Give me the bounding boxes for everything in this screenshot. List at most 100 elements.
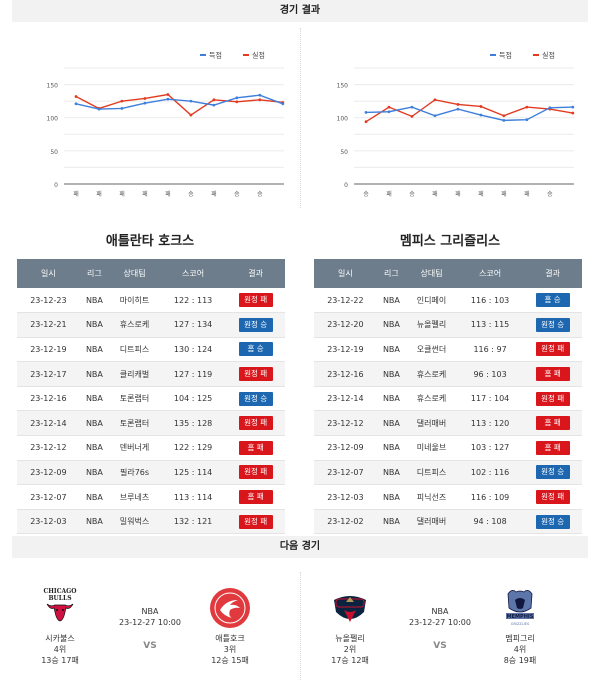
col-date: 일시 — [314, 259, 377, 288]
cell-score: 135 : 128 — [159, 410, 227, 437]
svg-text:150: 150 — [337, 83, 349, 90]
cell-league: NBA — [376, 509, 407, 535]
svg-text:승: 승 — [234, 191, 240, 198]
table-row: 23-12-07 NBA 디트피스 102 : 116 원정 승 — [314, 460, 582, 486]
table-row: 23-12-20 NBA 뉴올펠리 113 : 115 원정 승 — [314, 312, 582, 338]
cell-result: 원정 승 — [523, 509, 582, 535]
home-team: CHICAGO BULLS 시카불스 4위 13승 17패 — [20, 586, 100, 666]
table-row: 23-12-09 NBA 필라76s 125 : 114 원정 패 — [17, 460, 285, 486]
cell-opponent: 휴스로케 — [109, 312, 160, 338]
table-row: 23-12-22 NBA 인디페이 116 : 103 홈 승 — [314, 288, 582, 314]
cell-league: NBA — [79, 337, 110, 363]
new-orleans-pelicans-logo-icon — [328, 586, 372, 630]
cell-date: 23-12-16 — [314, 361, 377, 387]
svg-text:승: 승 — [547, 191, 553, 198]
cell-league: NBA — [376, 312, 407, 338]
table-row: 23-12-21 NBA 휴스로케 127 : 134 원정 승 — [17, 312, 285, 338]
svg-text:패: 패 — [455, 190, 461, 198]
col-score: 스코어 — [159, 259, 227, 288]
atlanta-results-table: 일시 리그 상대팀 스코어 결과 23-12-23 NBA 마이히트 122 : 11… — [17, 259, 285, 535]
table-row: 23-12-12 NBA 댈러매버 113 : 120 홈 패 — [314, 410, 582, 437]
svg-text:승: 승 — [409, 191, 415, 198]
svg-text:0: 0 — [54, 182, 58, 189]
cell-opponent: 휴스로케 — [406, 361, 457, 387]
result-badge: 원정 패 — [238, 293, 273, 308]
table-header-row: 일시 리그 상대팀 스코어 결과 — [314, 259, 582, 288]
next-game-section-header: 다음 경기 — [12, 536, 588, 558]
cell-date: 23-12-09 — [17, 460, 80, 486]
home-team-record: 13승 17패 — [41, 656, 79, 665]
result-badge: 원정 승 — [535, 514, 570, 529]
result-badge: 원정 패 — [535, 490, 570, 505]
cell-date: 23-12-22 — [314, 288, 377, 314]
match-datetime: 23-12-27 10:00 — [409, 618, 471, 627]
cell-result: 홈 승 — [523, 288, 582, 314]
result-badge: 홈 패 — [238, 440, 273, 455]
cell-opponent: 토론랩터 — [109, 410, 160, 437]
svg-text:패: 패 — [524, 190, 530, 198]
col-opponent: 상대팀 — [406, 259, 457, 288]
away-team: 애틀호크 3위 12승 15패 — [190, 586, 270, 666]
cell-opponent: 오클썬더 — [406, 337, 457, 363]
memphis-results-table: 일시 리그 상대팀 스코어 결과 23-12-22 NBA 인디페이 116 : 10… — [314, 259, 582, 535]
cell-score: 122 : 129 — [159, 435, 227, 461]
result-badge: 원정 승 — [238, 317, 273, 332]
home-team-name: 시카불스 — [45, 634, 75, 643]
result-badge: 원정 패 — [535, 342, 570, 357]
cell-score: 102 : 116 — [456, 460, 524, 486]
svg-text:승: 승 — [363, 191, 369, 198]
next-game-card: CHICAGO BULLS 시카불스 4위 13승 17패 NBA 23-12-… — [20, 586, 280, 670]
cell-opponent: 뉴올펠리 — [406, 312, 457, 338]
away-team-record: 8승 19패 — [503, 656, 537, 665]
home-team-rank: 4위 — [53, 645, 67, 654]
table-row: 23-12-17 NBA 클리캐벌 127 : 119 원정 패 — [17, 361, 285, 387]
col-result: 결과 — [523, 259, 582, 288]
result-badge: 홈 승 — [535, 293, 570, 308]
cell-result: 홈 패 — [226, 435, 285, 461]
svg-text:패: 패 — [211, 190, 217, 198]
memphis-score-chart: 0 50 100 150 승 패 승 패 패 패 패 패 승 득점 실점 — [310, 40, 580, 210]
memphis-grizzlies-logo-icon: MEMPHIS GRIZZLIES — [498, 586, 542, 630]
cell-opponent: 인디페이 — [406, 288, 457, 314]
col-league: 리그 — [79, 259, 110, 288]
column-divider — [300, 28, 301, 208]
svg-text:패: 패 — [165, 190, 171, 198]
cell-result: 원정 승 — [226, 312, 285, 338]
cell-score: 116 : 97 — [456, 337, 524, 363]
svg-text:GRIZZLIES: GRIZZLIES — [511, 622, 530, 626]
cell-date: 23-12-03 — [314, 484, 377, 510]
cell-result: 원정 패 — [226, 410, 285, 437]
results-section-header: 경기 결과 — [12, 0, 588, 22]
result-badge: 홈 패 — [535, 440, 570, 455]
svg-text:실점: 실점 — [542, 51, 555, 60]
col-result: 결과 — [226, 259, 285, 288]
match-league: NBA — [141, 607, 159, 616]
result-badge: 원정 승 — [238, 391, 273, 406]
col-league: 리그 — [376, 259, 407, 288]
cell-league: NBA — [79, 361, 110, 387]
home-team-name: 뉴올펠리 — [335, 634, 365, 643]
cell-score: 113 : 115 — [456, 312, 524, 338]
cell-opponent: 미네울브 — [406, 435, 457, 461]
vs-label: VS — [433, 641, 447, 651]
cell-league: NBA — [79, 435, 110, 461]
svg-text:BULLS: BULLS — [48, 595, 71, 602]
cell-result: 원정 승 — [226, 386, 285, 412]
result-badge: 홈 패 — [535, 367, 570, 382]
cell-result: 원정 패 — [226, 509, 285, 535]
table-row: 23-12-02 NBA 댈러매버 94 : 108 원정 승 — [314, 509, 582, 535]
cell-league: NBA — [376, 361, 407, 387]
column-divider — [300, 572, 301, 680]
result-badge: 원정 패 — [238, 367, 273, 382]
svg-text:득점: 득점 — [499, 52, 512, 60]
cell-date: 23-12-09 — [314, 435, 377, 461]
svg-text:0: 0 — [344, 182, 348, 189]
away-team: MEMPHIS GRIZZLIES 멤피그리 4위 8승 19패 — [480, 586, 560, 666]
atlanta-score-chart: 0 50 100 150 패 패 패 패 패 승 패 승 승 득점 실점 — [20, 40, 290, 210]
cell-opponent: 디트피스 — [109, 337, 160, 363]
svg-text:승: 승 — [257, 191, 263, 198]
result-badge: 원정 패 — [535, 391, 570, 406]
svg-text:50: 50 — [340, 149, 348, 156]
result-badge: 원정 패 — [238, 465, 273, 480]
cell-result: 원정 패 — [226, 288, 285, 314]
